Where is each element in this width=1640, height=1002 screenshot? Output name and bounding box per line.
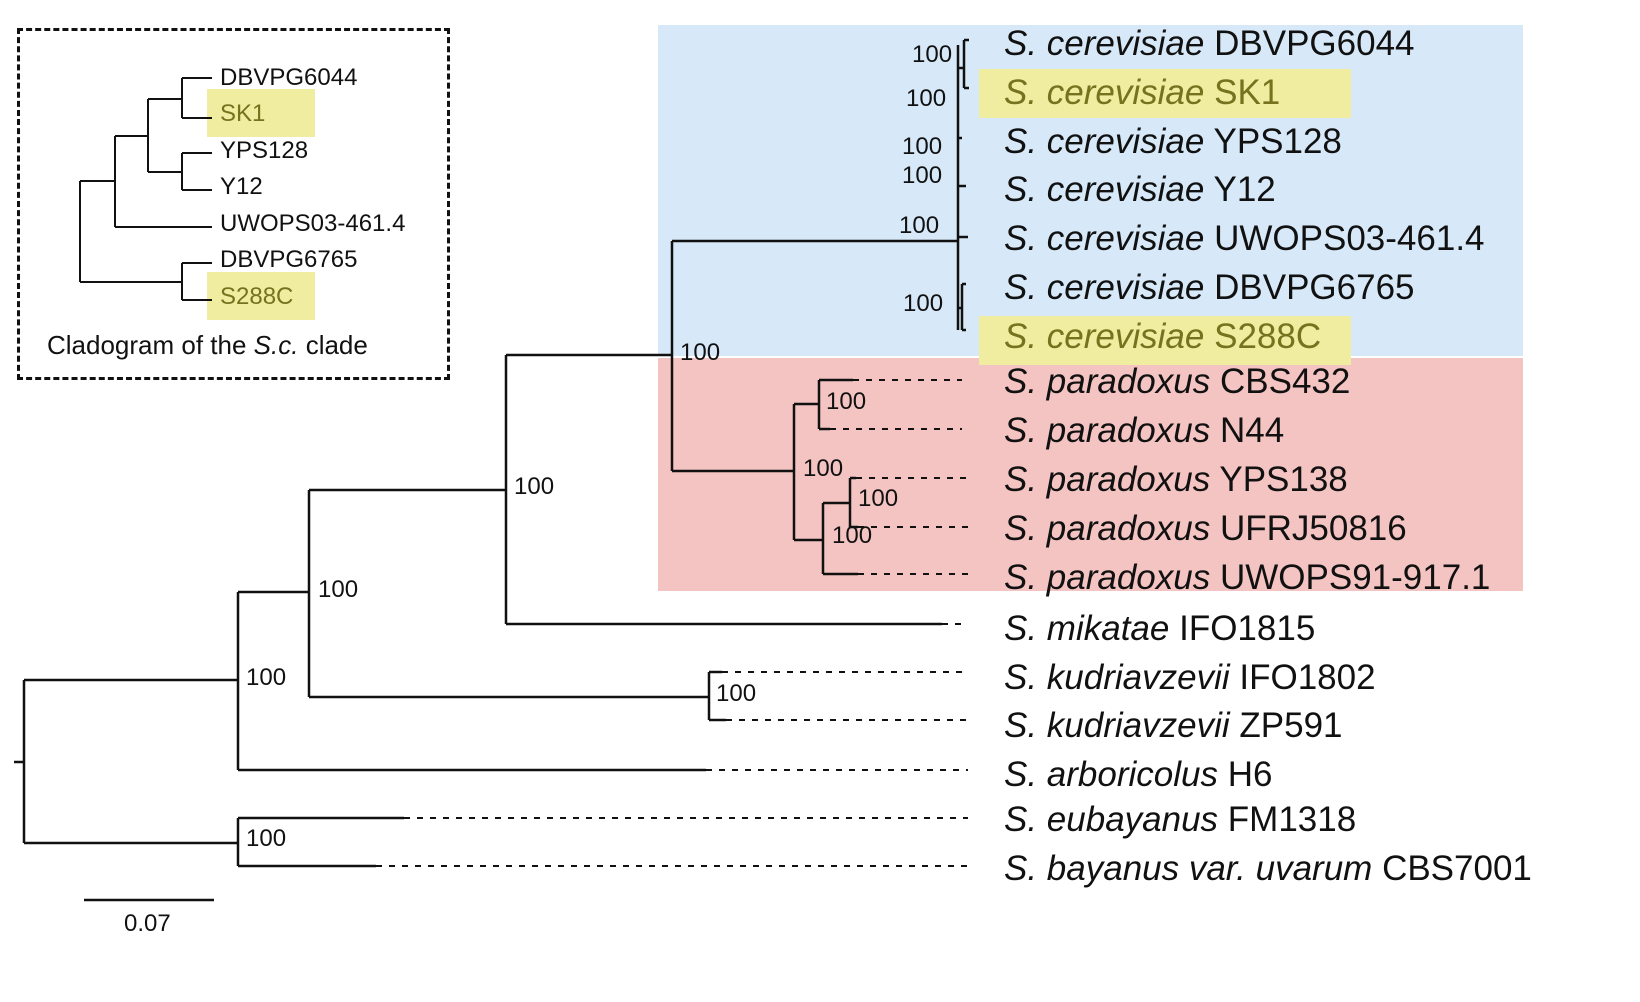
tree-dotted-extensions [376,379,968,867]
bootstrap-label: 100 [903,290,944,317]
taxon-label: S. cerevisiae DBVPG6765 [1004,268,1415,307]
taxon-label: S. kudriavzevii ZP591 [1004,706,1343,745]
bootstrap-label: 100 [826,388,867,415]
taxon-label: S. paradoxus CBS432 [1004,362,1351,401]
inset-cladogram-branches [79,77,212,301]
inset-leaf-label: Y12 [220,173,263,200]
inset-leaf-label: YPS128 [220,137,309,164]
tree-branches [14,38,969,868]
taxon-label: S. cerevisiae DBVPG6044 [1004,24,1415,63]
bootstrap-label: 100 [318,576,359,603]
taxon-label: S. paradoxus YPS138 [1004,460,1348,499]
cladogram-inset [17,28,450,380]
bootstrap-label: 100 [680,339,721,366]
taxon-label: S. eubayanus FM1318 [1004,800,1357,839]
bootstrap-label: 100 [902,133,943,160]
bootstrap-label: 100 [803,455,844,482]
bootstrap-label: 100 [832,522,873,549]
inset-s288c-highlight [207,272,315,320]
taxon-label: S. kudriavzevii IFO1802 [1004,658,1376,697]
s288c-highlight [979,316,1351,365]
bootstrap-label: 100 [912,41,953,68]
taxon-label: S. mikatae IFO1815 [1004,609,1316,648]
paradoxus-clade-region [658,358,1523,591]
inset-sk1-highlight [207,89,315,137]
sk1-highlight [979,69,1351,118]
taxon-label: S. cerevisiae YPS128 [1004,122,1342,161]
inset-leaf-label-highlighted: SK1 [220,100,266,127]
scale-bar-label: 0.07 [124,910,171,937]
bootstrap-label: 100 [899,212,940,239]
inset-leaf-label: DBVPG6044 [220,64,358,91]
taxon-label: S. paradoxus UFRJ50816 [1004,509,1407,548]
taxon-label-highlighted: S. cerevisiae S288C [1004,317,1322,356]
bootstrap-label: 100 [514,473,555,500]
bootstrap-label: 100 [902,162,943,189]
bootstrap-label: 100 [906,85,947,112]
taxon-label: S. paradoxus N44 [1004,411,1285,450]
taxon-label: S. arboricolus H6 [1004,755,1273,794]
taxon-label-highlighted: S. cerevisiae SK1 [1004,73,1281,112]
inset-leaf-label-highlighted: S288C [220,283,294,310]
bootstrap-label: 100 [246,664,287,691]
taxon-label: S. bayanus var. uvarum CBS7001 [1004,849,1532,888]
inset-leaf-label: UWOPS03-461.4 [220,210,406,237]
taxon-label: S. cerevisiae Y12 [1004,170,1276,209]
bootstrap-label: 100 [858,485,899,512]
inset-leaf-label: DBVPG6765 [220,246,358,273]
bootstrap-label: 100 [716,680,757,707]
inset-caption: Cladogram of the S.c. clade [47,330,368,360]
taxon-label: S. cerevisiae UWOPS03-461.4 [1004,219,1485,258]
taxon-label: S. paradoxus UWOPS91-917.1 [1004,558,1491,597]
bootstrap-label: 100 [246,825,287,852]
